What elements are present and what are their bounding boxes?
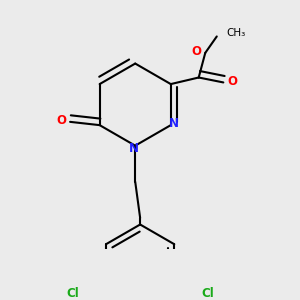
Text: N: N: [169, 117, 179, 130]
Text: O: O: [191, 45, 201, 58]
Text: Cl: Cl: [66, 287, 79, 300]
Text: O: O: [227, 75, 238, 88]
Text: N: N: [129, 142, 139, 155]
Text: CH₃: CH₃: [226, 28, 246, 38]
Text: O: O: [56, 114, 66, 127]
Text: Cl: Cl: [201, 287, 214, 300]
